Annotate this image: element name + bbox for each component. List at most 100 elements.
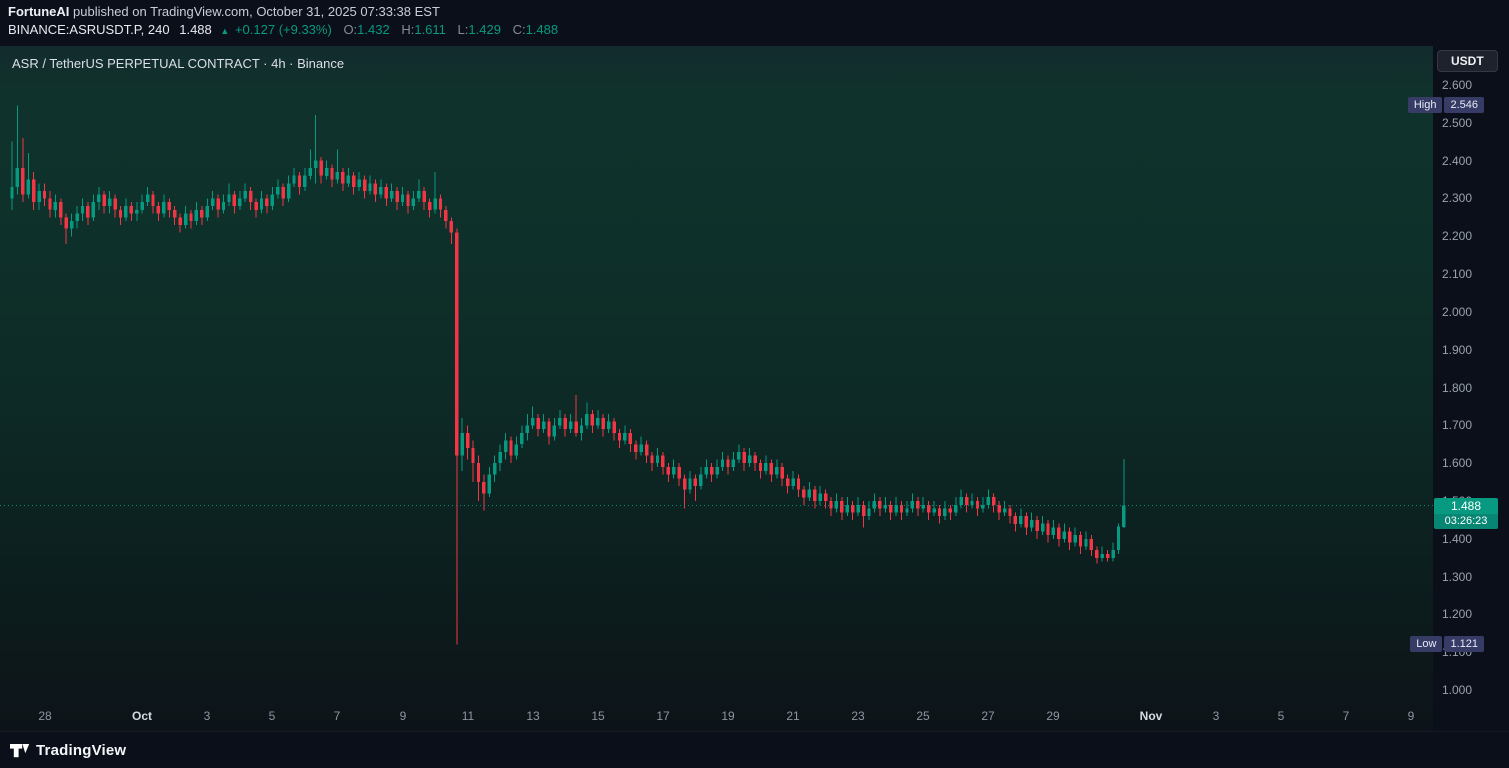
candle-body xyxy=(75,213,79,222)
candle-body xyxy=(249,190,253,203)
candle-body xyxy=(861,504,866,517)
candle-body xyxy=(975,501,980,509)
time-axis[interactable]: 28 Oct 3 5 7 9 11 13 15 17 19 21 23 25 27 29 Nov 3 5 7 9 xyxy=(0,703,1433,731)
price-axis[interactable]: 2.600 2.500 2.400 2.300 2.200 2.100 2.000 1.900… xyxy=(1433,46,1509,731)
candle-body xyxy=(265,198,269,206)
candle-body xyxy=(1057,527,1061,539)
price-tick-label: 1.000 xyxy=(1442,683,1473,697)
candle-body xyxy=(254,202,258,210)
candlestick-series xyxy=(0,105,1433,645)
candle-body xyxy=(167,202,171,210)
candle-body xyxy=(308,168,312,176)
price-tick-label: 2.300 xyxy=(1442,191,1473,205)
candle-body xyxy=(617,432,622,441)
candle-body xyxy=(710,467,714,475)
candle-body xyxy=(948,508,953,513)
candle-body xyxy=(601,417,605,430)
time-axis-label: 15 xyxy=(591,709,605,723)
candle-body xyxy=(509,440,513,456)
candle-body xyxy=(352,175,356,187)
candle-body xyxy=(856,504,860,513)
candle-body xyxy=(954,504,958,513)
price-tick-label: 2.500 xyxy=(1442,116,1473,130)
low-label: L: xyxy=(457,22,469,37)
candle-body xyxy=(482,482,486,494)
chart-area: ASR / TetherUS PERPETUAL CONTRACT · 4h ·… xyxy=(0,46,1509,731)
low-badge-value: 1.121 xyxy=(1444,636,1484,652)
candle-body xyxy=(775,467,779,475)
candle-body xyxy=(270,194,275,206)
candle-body xyxy=(1019,516,1023,524)
time-axis-label: 5 xyxy=(1277,709,1285,723)
candle-body xyxy=(200,209,204,218)
candle-body xyxy=(579,425,584,433)
candle-body xyxy=(303,175,307,187)
candle-body xyxy=(335,172,340,180)
candle-body xyxy=(10,187,14,199)
high-label: H: xyxy=(401,22,415,37)
candle-body xyxy=(194,209,199,222)
publisher-name[interactable]: FortuneAI xyxy=(8,4,70,19)
candle-body xyxy=(15,168,20,188)
candle-body xyxy=(720,459,725,467)
candle-body xyxy=(541,421,546,430)
candle-body xyxy=(411,198,416,206)
candle-body xyxy=(493,463,497,475)
time-axis-label: 25 xyxy=(916,709,930,723)
low-price-badge: Low 1.121 xyxy=(1410,636,1484,652)
high-badge-value: 2.546 xyxy=(1444,97,1484,113)
publish-header: FortuneAI published on TradingView.com, … xyxy=(8,3,440,21)
candle-body xyxy=(910,501,915,509)
candle-body xyxy=(634,444,638,452)
currency-unit-button[interactable]: USDT xyxy=(1437,50,1498,72)
time-axis-label: 29 xyxy=(1046,709,1060,723)
candle-body xyxy=(42,190,47,199)
tradingview-brand-link[interactable]: TradingView xyxy=(9,740,126,761)
candle-body xyxy=(916,501,920,509)
candle-body xyxy=(845,504,849,513)
candle-body xyxy=(59,202,63,218)
candle-body xyxy=(53,202,58,210)
candle-body xyxy=(178,217,182,225)
candle-body xyxy=(26,179,30,195)
candle-body xyxy=(661,455,665,467)
candle-body xyxy=(476,463,481,483)
symbol-info-bar: BINANCE:ASRUSDT.P, 240 1.488 ▲ +0.127 (+… xyxy=(8,21,558,40)
high-price-badge: High 2.546 xyxy=(1407,97,1484,113)
candle-body xyxy=(1122,505,1126,527)
candle-body xyxy=(867,508,871,517)
candle-body xyxy=(650,455,654,464)
candle-body xyxy=(449,221,453,233)
candle-body xyxy=(531,417,535,426)
price-tick-label: 1.600 xyxy=(1442,456,1473,470)
candle-body xyxy=(118,209,123,218)
candle-body xyxy=(286,183,291,199)
candle-body xyxy=(1024,516,1028,528)
time-axis-label: 7 xyxy=(333,709,341,723)
candle-body xyxy=(173,209,177,218)
candle-body xyxy=(438,198,443,210)
candle-body xyxy=(959,497,963,505)
candle-body xyxy=(379,187,383,195)
candle-body xyxy=(1040,523,1045,532)
chart-plot-pane[interactable]: ASR / TetherUS PERPETUAL CONTRACT · 4h ·… xyxy=(0,46,1433,731)
time-axis-label: 11 xyxy=(461,709,475,723)
low-badge-label: Low xyxy=(1410,636,1443,652)
time-axis-label: 9 xyxy=(1407,709,1415,723)
candle-body xyxy=(937,508,942,517)
candle-body xyxy=(1095,550,1099,558)
time-axis-label: 19 xyxy=(721,709,735,723)
tradingview-brand-text: TradingView xyxy=(36,742,127,759)
candle-body xyxy=(297,175,302,187)
price-tick-label: 2.600 xyxy=(1442,78,1473,92)
high-badge-label: High xyxy=(1407,97,1443,113)
candle-body xyxy=(465,432,470,448)
candle-body xyxy=(899,504,904,513)
candle-body xyxy=(503,440,508,452)
candle-body xyxy=(574,421,578,433)
last-price-badge-value: 1.488 xyxy=(1434,498,1498,514)
candle-body xyxy=(162,202,166,214)
candle-body xyxy=(314,160,318,169)
candle-body xyxy=(427,202,432,210)
time-axis-label: 9 xyxy=(399,709,407,723)
